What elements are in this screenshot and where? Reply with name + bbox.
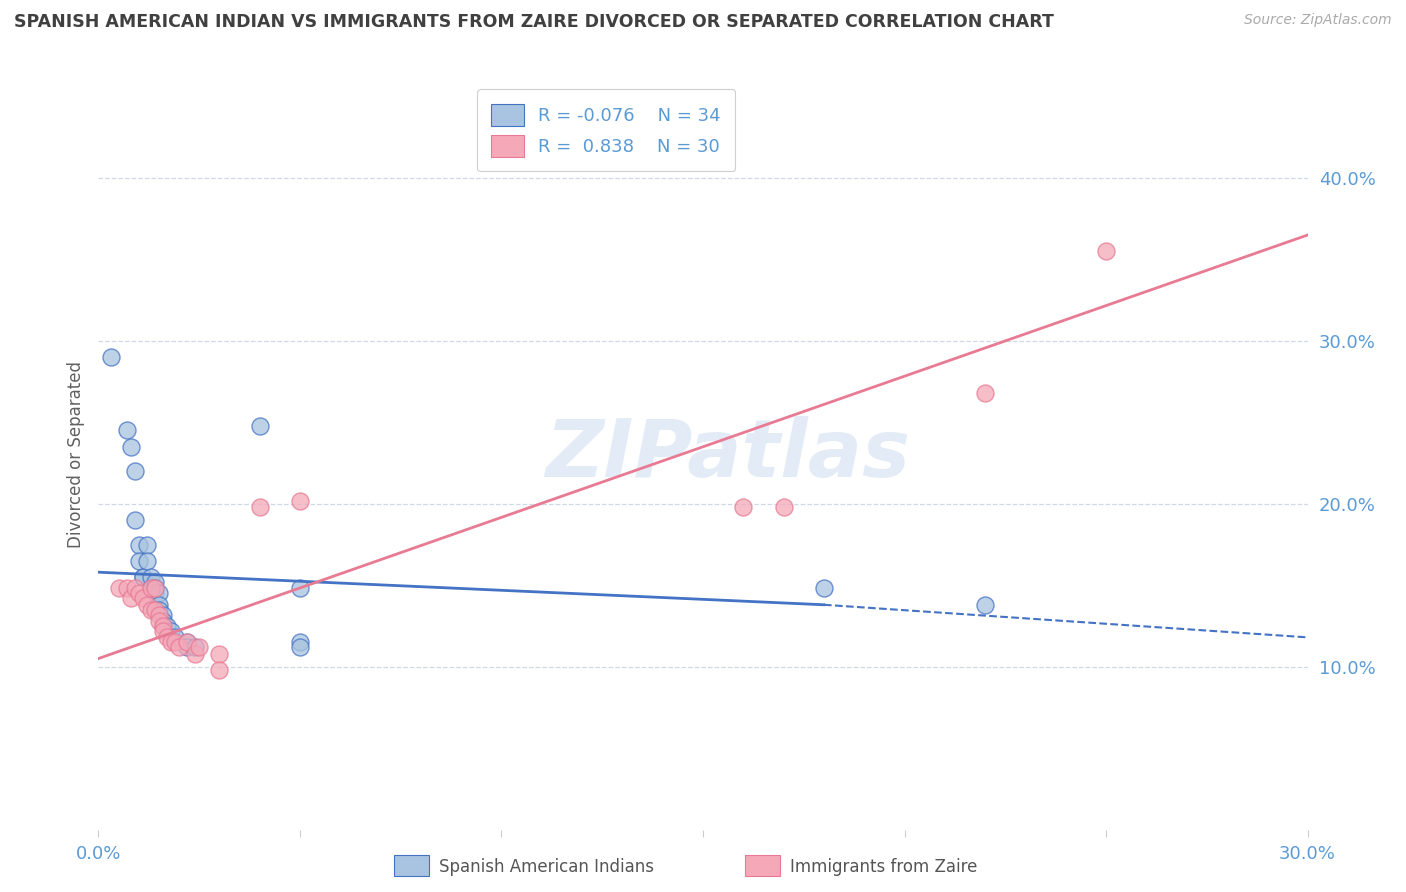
Point bbox=[132, 591, 155, 606]
Point bbox=[132, 570, 155, 584]
Text: Spanish American Indians: Spanish American Indians bbox=[439, 858, 654, 876]
Point bbox=[208, 647, 231, 661]
Point bbox=[163, 631, 186, 645]
Point bbox=[132, 570, 155, 584]
Point bbox=[288, 493, 311, 508]
Point bbox=[128, 554, 150, 568]
Point bbox=[139, 582, 162, 596]
Point bbox=[143, 586, 166, 600]
Text: Immigrants from Zaire: Immigrants from Zaire bbox=[790, 858, 977, 876]
Point bbox=[152, 619, 174, 633]
Point bbox=[115, 582, 138, 596]
Point bbox=[288, 640, 311, 654]
Point bbox=[100, 350, 122, 364]
Point bbox=[163, 635, 186, 649]
Point bbox=[1095, 244, 1118, 259]
Point bbox=[148, 586, 170, 600]
Point bbox=[152, 624, 174, 638]
Point bbox=[188, 640, 211, 654]
Point bbox=[176, 635, 198, 649]
Text: Source: ZipAtlas.com: Source: ZipAtlas.com bbox=[1244, 13, 1392, 28]
Point bbox=[156, 631, 179, 645]
Point bbox=[288, 582, 311, 596]
Text: SPANISH AMERICAN INDIAN VS IMMIGRANTS FROM ZAIRE DIVORCED OR SEPARATED CORRELATI: SPANISH AMERICAN INDIAN VS IMMIGRANTS FR… bbox=[14, 13, 1054, 31]
Point bbox=[139, 570, 162, 584]
Point bbox=[143, 582, 166, 596]
Point bbox=[124, 582, 146, 596]
Point bbox=[156, 619, 179, 633]
Point bbox=[974, 598, 997, 612]
Point bbox=[124, 464, 146, 478]
Point bbox=[143, 582, 166, 596]
Legend: R = -0.076    N = 34, R =  0.838    N = 30: R = -0.076 N = 34, R = 0.838 N = 30 bbox=[477, 89, 735, 171]
Point bbox=[152, 614, 174, 628]
Point bbox=[120, 591, 142, 606]
Point bbox=[135, 554, 157, 568]
Point bbox=[139, 582, 162, 596]
Point bbox=[135, 537, 157, 551]
Point bbox=[152, 619, 174, 633]
Point bbox=[176, 635, 198, 649]
Point bbox=[813, 582, 835, 596]
Point bbox=[176, 640, 198, 654]
Point bbox=[135, 598, 157, 612]
Point bbox=[124, 513, 146, 527]
Point bbox=[249, 418, 271, 433]
Point bbox=[143, 602, 166, 616]
Point bbox=[107, 582, 129, 596]
Point bbox=[288, 635, 311, 649]
Point bbox=[148, 607, 170, 622]
Point bbox=[160, 624, 183, 638]
Point bbox=[128, 537, 150, 551]
Y-axis label: Divorced or Separated: Divorced or Separated bbox=[66, 361, 84, 549]
Point bbox=[160, 635, 183, 649]
Point bbox=[115, 424, 138, 438]
Point bbox=[148, 602, 170, 616]
Point bbox=[167, 640, 190, 654]
Point bbox=[249, 500, 271, 514]
Point bbox=[120, 440, 142, 454]
Point bbox=[184, 640, 207, 654]
Point bbox=[733, 500, 755, 514]
Point bbox=[139, 602, 162, 616]
Text: ZIPatlas: ZIPatlas bbox=[544, 416, 910, 494]
Point bbox=[184, 647, 207, 661]
Point bbox=[148, 614, 170, 628]
Point bbox=[772, 500, 794, 514]
Point bbox=[143, 574, 166, 589]
Point bbox=[128, 586, 150, 600]
Point bbox=[208, 663, 231, 677]
Point bbox=[148, 598, 170, 612]
Point bbox=[152, 607, 174, 622]
Point bbox=[974, 386, 997, 401]
